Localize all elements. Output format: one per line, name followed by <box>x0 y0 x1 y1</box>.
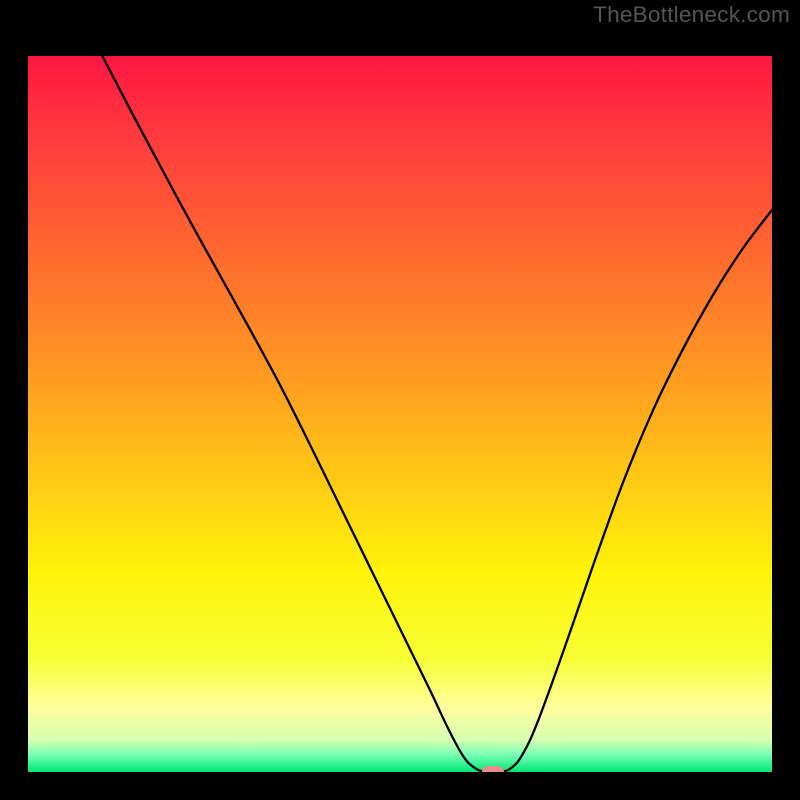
optimal-marker <box>482 766 504 778</box>
chart-plot-area <box>28 56 772 772</box>
watermark-text: TheBottleneck.com <box>593 2 790 28</box>
background-gradient <box>28 56 772 772</box>
